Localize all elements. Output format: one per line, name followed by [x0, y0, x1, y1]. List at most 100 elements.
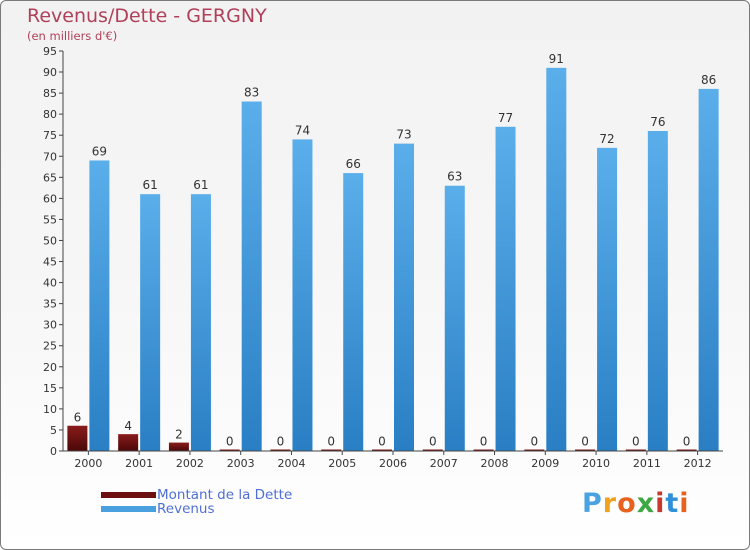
bar-revenus	[444, 185, 465, 451]
bar-revenus	[89, 160, 110, 451]
x-tick-label: 2002	[176, 457, 204, 470]
bar-dette	[67, 425, 88, 451]
y-tick-label: 40	[43, 277, 57, 290]
data-label-dette: 0	[277, 435, 285, 449]
data-label-dette: 0	[327, 435, 335, 449]
legend-label-dette: Montant de la Dette	[157, 487, 293, 503]
x-tick-label: 2008	[481, 457, 509, 470]
chart-title: Revenus/Dette - GERGNY	[27, 5, 267, 27]
logo-letter: i	[679, 488, 690, 519]
x-tick-label: 2004	[277, 457, 305, 470]
bar-dette	[168, 442, 189, 451]
data-label-revenus: 69	[92, 144, 107, 158]
y-tick-label: 90	[43, 66, 57, 79]
y-tick-label: 30	[43, 319, 57, 332]
y-tick-label: 80	[43, 108, 57, 121]
x-tick-label: 2001	[125, 457, 153, 470]
y-tick-label: 85	[43, 87, 57, 100]
legend-label-revenus: Revenus	[157, 501, 215, 517]
logo-letter: r	[602, 488, 618, 519]
data-label-revenus: 91	[549, 52, 564, 66]
chart-subtitle: (en milliers d'€)	[27, 29, 118, 43]
bar-revenus	[647, 131, 668, 451]
data-label-revenus: 63	[447, 170, 462, 184]
data-label-revenus: 61	[143, 178, 158, 192]
bar-revenus	[495, 126, 516, 451]
data-label-revenus: 77	[498, 111, 513, 125]
logo-letter: t	[665, 488, 680, 519]
data-label-revenus: 72	[599, 132, 614, 146]
y-tick-label: 20	[43, 361, 57, 374]
x-tick-label: 2011	[633, 457, 661, 470]
logo-letter: o	[617, 488, 637, 519]
y-tick-label: 0	[50, 445, 57, 458]
y-tick-label: 45	[43, 256, 57, 269]
x-tick-label: 2003	[227, 457, 255, 470]
x-tick-label: 2000	[74, 457, 102, 470]
bar-revenus	[343, 173, 364, 451]
bar-dette	[524, 449, 545, 451]
data-label-revenus: 83	[244, 86, 259, 100]
logo-letter: x	[636, 488, 656, 519]
y-tick-label: 15	[43, 382, 57, 395]
y-tick-label: 35	[43, 298, 57, 311]
bar-revenus	[394, 143, 414, 451]
data-label-revenus: 73	[396, 128, 411, 142]
y-tick-label: 50	[43, 234, 57, 247]
y-tick-label: 95	[43, 45, 57, 58]
data-label-dette: 0	[581, 435, 589, 449]
x-tick-label: 2005	[328, 457, 356, 470]
data-label-dette: 0	[632, 435, 640, 449]
data-label-dette: 0	[378, 435, 386, 449]
y-tick-label: 70	[43, 150, 57, 163]
bar-dette	[422, 449, 443, 451]
data-label-revenus: 66	[346, 157, 361, 171]
bar-revenus	[597, 147, 618, 451]
bar-dette	[575, 449, 596, 451]
bar-revenus	[241, 101, 262, 452]
bar-dette	[625, 449, 646, 451]
data-label-dette: 6	[74, 411, 82, 425]
x-tick-label: 2010	[582, 457, 610, 470]
y-tick-label: 60	[43, 192, 57, 205]
bar-dette	[118, 434, 139, 451]
x-tick-label: 2007	[430, 457, 458, 470]
data-label-dette: 0	[683, 435, 691, 449]
bar-dette	[372, 449, 392, 451]
data-label-revenus: 86	[701, 73, 716, 87]
bar-dette	[676, 449, 697, 451]
x-tick-label: 2009	[531, 457, 559, 470]
data-label-dette: 0	[480, 435, 488, 449]
bar-revenus	[140, 194, 161, 451]
y-tick-label: 10	[43, 403, 57, 416]
bar-revenus	[546, 67, 567, 451]
proxiti-logo: Proxiti	[582, 488, 690, 519]
bar-dette	[321, 449, 342, 451]
x-tick-label: 2012	[684, 457, 712, 470]
bar-revenus	[698, 88, 719, 451]
data-label-dette: 0	[530, 435, 538, 449]
data-label-revenus: 76	[650, 115, 665, 129]
bar-dette	[270, 449, 291, 451]
bar-dette	[473, 449, 494, 451]
logo-letter: P	[582, 488, 603, 519]
legend-swatch-revenus	[101, 506, 156, 512]
legend-swatch-dette	[101, 492, 156, 498]
data-label-revenus: 61	[193, 178, 208, 192]
data-label-revenus: 74	[295, 123, 310, 137]
y-tick-label: 75	[43, 129, 57, 142]
data-label-dette: 0	[226, 435, 234, 449]
bar-dette	[219, 449, 240, 451]
x-tick-label: 2006	[379, 457, 407, 470]
logo-letter: i	[655, 488, 666, 519]
y-tick-label: 25	[43, 340, 57, 353]
data-label-dette: 0	[429, 435, 437, 449]
bar-revenus	[292, 139, 313, 451]
y-tick-label: 65	[43, 171, 57, 184]
y-tick-label: 5	[50, 424, 57, 437]
data-label-dette: 2	[175, 428, 183, 442]
data-label-dette: 4	[124, 419, 132, 433]
y-tick-label: 55	[43, 213, 57, 226]
